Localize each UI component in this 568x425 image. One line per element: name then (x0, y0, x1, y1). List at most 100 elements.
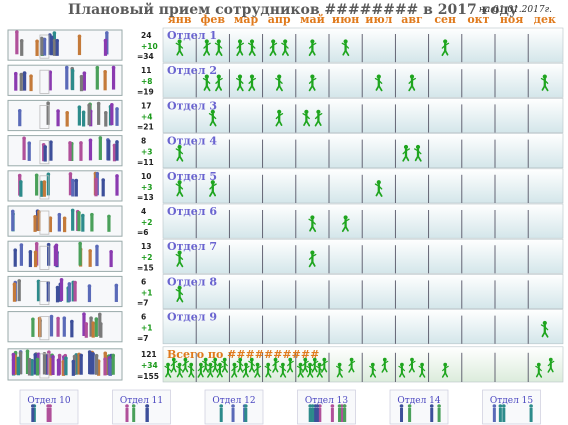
hire-figure (215, 74, 223, 92)
hire-figure (236, 39, 244, 57)
hire-figure (418, 362, 426, 378)
hire-figure (207, 362, 214, 378)
staff-thumbnail (7, 205, 123, 237)
planned-increase: +2 (141, 218, 153, 227)
planned-total: =19 (137, 87, 154, 96)
hire-figure (236, 357, 244, 373)
staff-thumbnail (7, 170, 123, 202)
department-label: Отдел 9 (167, 311, 217, 324)
current-count: 11 (141, 66, 151, 75)
other-department-label: Отдел 12 (212, 396, 255, 406)
hire-figure (242, 362, 250, 378)
department-row: Отдел 8 6 +1 =7 (137, 274, 564, 309)
hire-figure (286, 357, 294, 373)
staff-thumbnail (7, 135, 123, 167)
hire-figure (275, 74, 283, 92)
current-count: 4 (141, 207, 146, 216)
hire-figure (248, 39, 256, 57)
department-label: Отдел 8 (167, 275, 217, 288)
current-count: 24 (141, 31, 151, 40)
hire-figure (248, 74, 256, 92)
planned-increase: +3 (141, 148, 153, 157)
hire-figure (175, 180, 184, 197)
hire-figure (374, 74, 383, 92)
department-row: Отдел 4 8 +3=11 (137, 133, 564, 169)
hire-figure (414, 144, 422, 162)
hire-figure (308, 39, 317, 57)
planned-total: =13 (137, 193, 154, 202)
hire-figure (197, 362, 205, 378)
hire-figure (341, 39, 350, 57)
department-label: Отдел 6 (167, 205, 217, 218)
current-count: 6 (141, 277, 146, 286)
hire-figure (202, 74, 211, 92)
staff-thumbnail (7, 275, 123, 308)
planned-total: =34 (137, 52, 154, 61)
hire-figure (208, 109, 217, 127)
current-count: 13 (141, 242, 151, 251)
hire-figure (301, 357, 309, 373)
hire-figure (202, 357, 209, 373)
other-department-label: Отдел 11 (120, 396, 163, 406)
other-department-tile: Отдел 11 (112, 389, 171, 425)
staff-thumbnail (7, 311, 123, 343)
planned-increase: +3 (141, 183, 153, 192)
department-label: Отдел 5 (167, 170, 217, 183)
hire-figure (321, 357, 328, 373)
planned-total: =7 (137, 334, 149, 343)
planned-total: =155 (137, 372, 159, 381)
page-title: Плановый прием сотрудников ######## в 20… (68, 2, 518, 18)
planned-increase: +1 (141, 324, 153, 333)
hire-figure (176, 362, 183, 378)
month-label-4: апр (268, 13, 291, 26)
hire-figure (164, 362, 172, 378)
department-row: Отдел 2 11 +8=19 (137, 62, 564, 98)
planned-total: =15 (137, 263, 154, 272)
hire-figure (314, 109, 323, 127)
department-label: Отдел 1 (167, 29, 217, 42)
hire-figure (408, 357, 416, 373)
department-row: Отдел 7 13 +2=15 (137, 238, 564, 274)
hire-figure (441, 362, 449, 378)
department-label: Отдел 2 (167, 64, 217, 77)
other-department-label: Отдел 14 (397, 396, 441, 406)
hire-figure (272, 357, 280, 373)
staff-thumbnail (7, 240, 123, 272)
planned-increase: +10 (141, 42, 158, 51)
hire-figure (170, 357, 178, 373)
month-label-3: мар (234, 13, 259, 26)
hire-figure (398, 362, 406, 378)
other-department-label: Отдел 13 (305, 396, 349, 406)
department-label: Отдел 4 (167, 135, 217, 148)
department-row: Отдел 1 24 +10=34 (137, 27, 564, 63)
hire-figure (535, 362, 543, 378)
month-label-7: июл (365, 13, 392, 26)
month-label-5: май (300, 13, 325, 26)
hire-figure (175, 250, 184, 268)
total-label: Всего по ########## (167, 348, 319, 361)
total-row: Всего по ########## 121 +34 =155 (137, 346, 564, 383)
hire-figure (248, 357, 256, 373)
hire-figure (214, 39, 223, 57)
staff-thumbnail (7, 348, 123, 381)
month-label-6: июн (332, 13, 360, 26)
hire-figure (374, 180, 383, 197)
hire-figure (281, 39, 289, 57)
hire-figure (302, 109, 311, 127)
date-note: на 01.01.2017г. (478, 5, 552, 15)
current-count: 8 (141, 137, 146, 146)
hire-figure (369, 362, 377, 378)
month-label-1: янв (168, 13, 192, 26)
current-count: 17 (141, 101, 151, 110)
hire-figure (231, 362, 238, 378)
hire-figure (348, 357, 356, 373)
hire-figure (175, 285, 184, 303)
department-row: Отдел 6 4 +2=6 (137, 203, 564, 239)
hire-figure (311, 357, 319, 373)
planned-increase: +34 (141, 361, 158, 370)
hire-figure (402, 144, 410, 162)
month-label-10: окт (467, 13, 489, 26)
hire-figure (308, 215, 317, 233)
hire-figure (236, 74, 244, 92)
